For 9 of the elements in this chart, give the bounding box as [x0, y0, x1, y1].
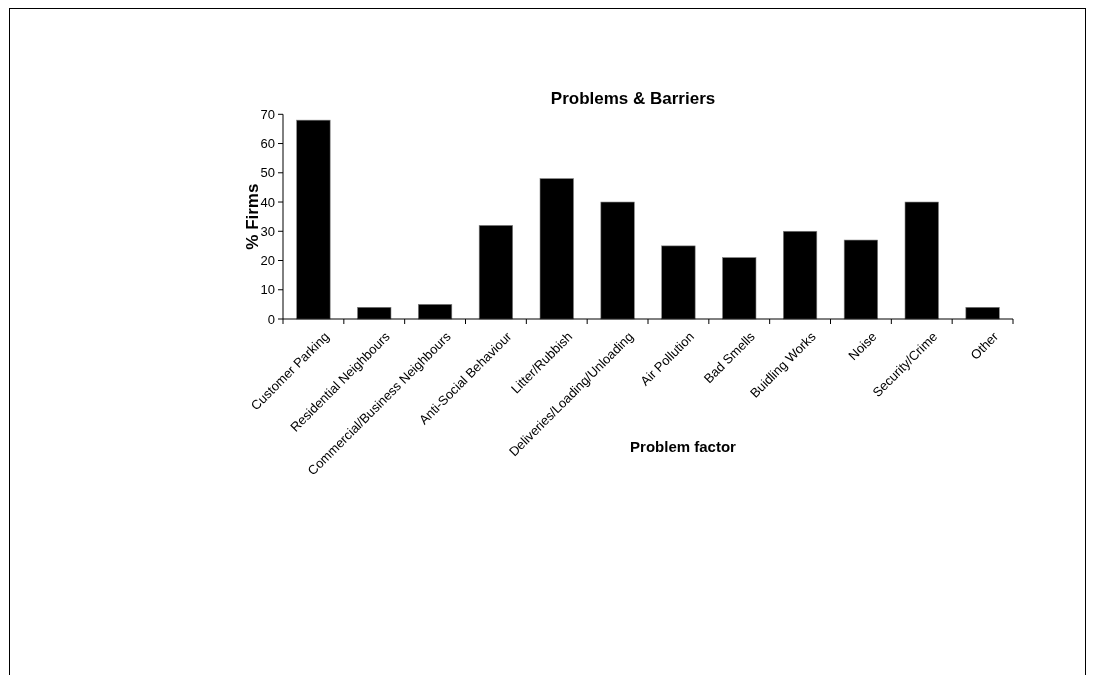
y-tick-label: 30: [260, 223, 275, 239]
chart-title: Problems & Barriers: [550, 89, 716, 108]
y-tick-label: 60: [260, 136, 275, 152]
y-tick-label: 0: [267, 311, 275, 327]
y-tick-label: 70: [260, 106, 275, 122]
y-tick-label: 20: [260, 253, 275, 269]
y-tick-label: 50: [260, 165, 275, 181]
y-tick-label: 10: [260, 282, 275, 298]
y-tick-label: 40: [260, 194, 275, 210]
